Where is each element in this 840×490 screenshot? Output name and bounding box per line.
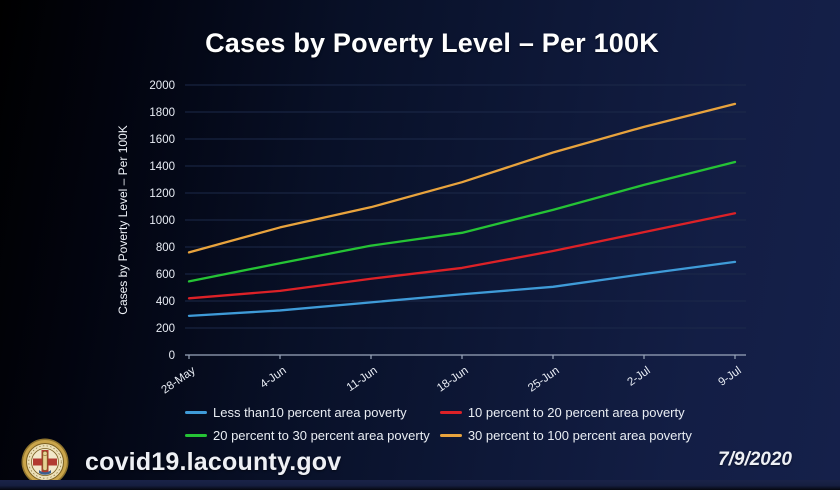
la-county-seal-icon (21, 438, 69, 486)
legend-item-0: Less than10 percent area poverty (185, 404, 430, 421)
chart-legend: Less than10 percent area poverty 10 perce… (185, 404, 692, 444)
legend-swatch-icon (439, 434, 462, 437)
y-tick-label: 0 (169, 350, 175, 362)
line-series-0 (187, 260, 737, 318)
bottom-bar (0, 480, 840, 490)
x-tick-label: 11-Jun (345, 365, 380, 395)
line-series-1 (187, 212, 737, 300)
x-tick-label: 25-Jun (526, 365, 562, 395)
legend-item-2: 20 percent to 30 percent area poverty (185, 427, 430, 444)
x-tick-label: 18-Jun (435, 365, 471, 395)
y-tick-label: 1000 (149, 215, 175, 227)
legend-label: Less than10 percent area poverty (213, 405, 407, 420)
x-tick-label: 2-Jul (625, 365, 652, 389)
legend-item-3: 30 percent to 100 percent area poverty (439, 427, 692, 444)
footer-website: covid19.lacounty.gov (85, 447, 342, 476)
line-series-2 (187, 160, 737, 283)
legend-swatch-icon (185, 411, 207, 414)
y-tick-label: 400 (156, 296, 175, 308)
legend-swatch-icon (439, 411, 462, 414)
y-tick-label: 600 (156, 269, 175, 281)
legend-label: 30 percent to 100 percent area poverty (467, 428, 692, 443)
y-tick-label: 1400 (149, 161, 175, 173)
legend-label: 20 percent to 30 percent area poverty (213, 428, 430, 443)
legend-item-1: 10 percent to 20 percent area poverty (439, 404, 692, 421)
y-tick-label: 1200 (149, 188, 175, 200)
footer-date: 7/9/2020 (718, 449, 792, 470)
y-tick-label: 1800 (149, 107, 175, 119)
legend-label: 10 percent to 20 percent area poverty (467, 405, 685, 420)
x-tick-label: 4-Jun (258, 365, 288, 391)
x-tick-label: 9-Jul (716, 365, 743, 389)
y-tick-label: 1600 (149, 134, 175, 146)
legend-swatch-icon (185, 434, 207, 437)
footer: covid19.lacounty.gov (20, 437, 341, 487)
y-tick-label: 800 (156, 242, 175, 254)
chart-title: Cases by Poverty Level – Per 100K (205, 28, 659, 58)
y-tick-label: 2000 (149, 80, 175, 92)
line-series-3 (187, 102, 737, 254)
x-tick-label: 28-May (159, 364, 197, 396)
y-tick-label: 200 (156, 323, 175, 335)
y-axis-title: Cases by Poverty Level – Per 100K (116, 125, 130, 314)
